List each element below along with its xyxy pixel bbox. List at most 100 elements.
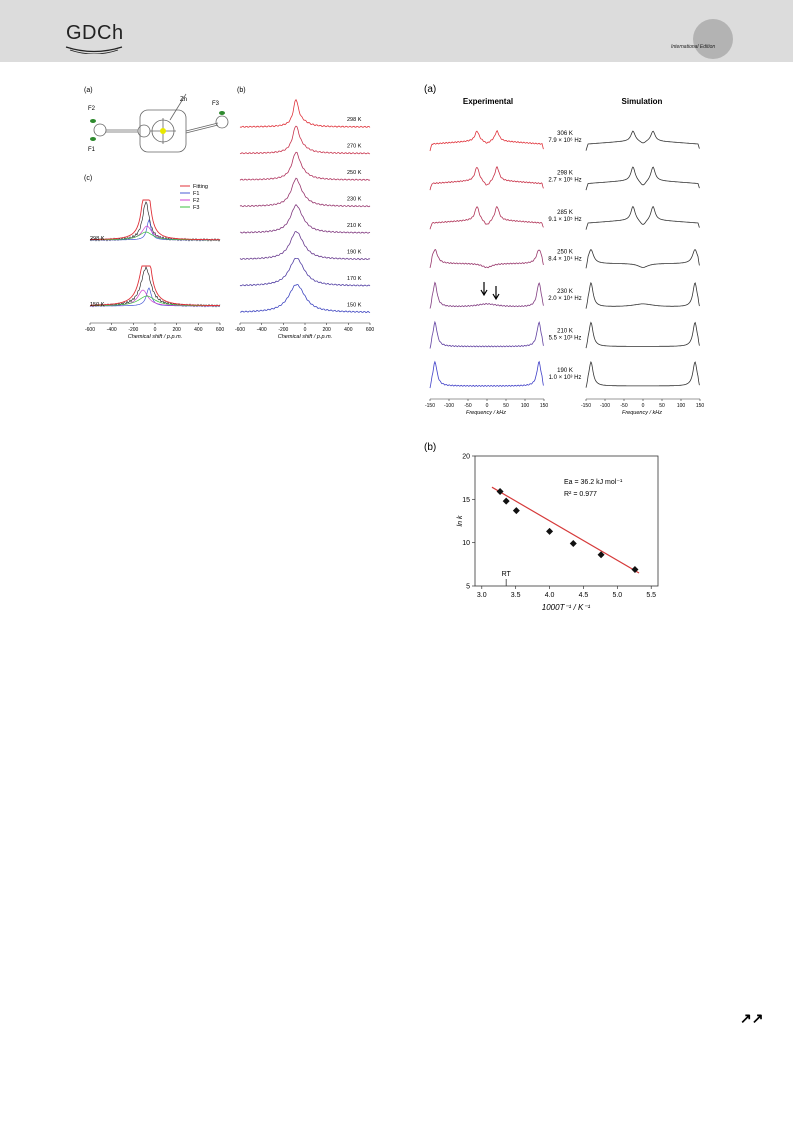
x-tick-label: -200 xyxy=(128,327,138,333)
component-trace xyxy=(90,218,220,241)
atom-label-f2: F2 xyxy=(88,106,96,112)
data-point xyxy=(512,507,520,515)
panel-c-x-axis: -600 -400 -200 0 200 400 600 xyxy=(85,322,224,333)
x-tick-label: 100 xyxy=(677,403,686,409)
panel-b-plot: 298 K 270 K 250 K 230 K 210 K 190 K 170 K 150 K xyxy=(239,98,371,314)
spectrum-trace xyxy=(239,203,371,234)
experimental-spectrum xyxy=(429,206,544,230)
panel-a-right-label: (a) xyxy=(424,84,436,95)
x-tick-label: 0 xyxy=(486,403,489,409)
row-exchange-rate: 5.5 × 10³ Hz xyxy=(549,336,582,342)
data-point xyxy=(546,527,554,535)
x-tick-label: -50 xyxy=(464,403,471,409)
spectrum-trace xyxy=(239,151,371,181)
row-temperature: 230 K xyxy=(557,289,573,295)
y-axis-label: ln k xyxy=(457,515,464,526)
legend-fitting: Fitting xyxy=(193,184,208,190)
fit-line xyxy=(491,486,640,574)
x-tick-label: 200 xyxy=(172,327,181,333)
page-header: GDCh International Edition xyxy=(0,0,793,62)
temperature-label: 250 K xyxy=(347,170,362,176)
x-tick-label: 0 xyxy=(304,327,307,333)
x-tick-label: -400 xyxy=(107,327,117,333)
next-page-arrows-icon[interactable]: ↗↗ xyxy=(740,1010,764,1026)
row-exchange-rate: 8.4 × 10⁴ Hz xyxy=(548,256,581,263)
fluorine-f1-icon xyxy=(90,137,96,141)
exp-x-label: Frequency / kHz xyxy=(466,410,506,416)
row-temperature: 306 K xyxy=(557,131,573,137)
temperature-label: 170 K xyxy=(347,276,362,282)
row-exchange-rate: 1.0 × 10³ Hz xyxy=(549,375,582,381)
temperature-label: 230 K xyxy=(347,197,362,203)
x-axis-label: 1000T⁻¹ / K⁻¹ xyxy=(542,603,591,612)
simulated-spectrum xyxy=(585,205,700,230)
plot-frame xyxy=(474,455,659,587)
column-experimental: Experimental xyxy=(463,97,513,106)
column-simulation: Simulation xyxy=(622,97,663,106)
temperature-label: 270 K xyxy=(347,144,362,150)
spectrum-trace xyxy=(239,177,371,208)
spectrum-trace xyxy=(239,98,371,128)
simulated-spectrum xyxy=(585,360,700,388)
panel-b-label: (b) xyxy=(237,87,246,94)
spectrum-trace xyxy=(239,257,371,287)
row-exchange-rate: 9.1 × 10⁵ Hz xyxy=(548,216,581,223)
fluorine-f2-icon xyxy=(90,119,96,123)
panel-c-temp-298: 298 K xyxy=(90,236,105,242)
experimental-spectrum xyxy=(429,166,544,191)
y-tick-label: 5 xyxy=(466,584,470,591)
x-tick-label: -50 xyxy=(620,403,627,409)
data-point xyxy=(569,540,577,548)
gdch-logo: GDCh xyxy=(66,22,124,44)
temperature-label: 190 K xyxy=(347,250,362,256)
y-tick-label: 20 xyxy=(462,454,470,461)
arrhenius-axes: 3.0 3.5 4.0 4.5 5.0 5.5 5 10 15 20 xyxy=(462,454,656,600)
x-tick-label: 4.5 xyxy=(579,592,589,599)
rt-label: RT xyxy=(502,571,512,578)
simulated-spectrum xyxy=(585,281,700,309)
x-tick-label: 4.0 xyxy=(545,592,555,599)
zinc-atom-icon xyxy=(160,128,166,134)
panel-b-right-label: (b) xyxy=(424,442,436,453)
x-tick-label: -600 xyxy=(85,327,95,333)
panel-c-label: (c) xyxy=(84,175,92,182)
spectrum-trace xyxy=(240,284,371,314)
experimental-spectrum xyxy=(429,249,544,269)
x-tick-label: 5.0 xyxy=(612,592,622,599)
row-exchange-rate: 7.9 × 10⁶ Hz xyxy=(548,137,581,144)
row-temperature: 285 K xyxy=(557,210,573,216)
atom-label-zn: Zn xyxy=(180,97,187,103)
arrhenius-points xyxy=(496,488,639,574)
row-temperature: 250 K xyxy=(557,250,573,256)
exchange-spectra: 306 K7.9 × 10⁶ Hz 298 K2.7 × 10⁶ Hz 285 K9… xyxy=(429,130,700,389)
simulated-spectrum xyxy=(585,249,700,269)
x-tick-label: -150 xyxy=(425,403,435,409)
experimental-spectrum xyxy=(429,320,544,349)
legend-f1: F1 xyxy=(193,191,199,197)
component-trace xyxy=(90,289,220,307)
temperature-label: 210 K xyxy=(347,223,362,229)
spectrum-trace xyxy=(239,125,371,155)
activation-energy-annotation: Ea = 36.2 kJ mol⁻¹ xyxy=(564,479,623,486)
x-tick-label: -600 xyxy=(235,327,245,333)
x-tick-label: 600 xyxy=(366,327,375,333)
down-arrow-icon xyxy=(492,286,500,301)
atom-label-f1: F1 xyxy=(88,147,96,153)
left-figure: (a) F2 F1 Zn F3 (c) Fitting F1 F2 F3 298… xyxy=(84,87,375,340)
x-tick-label: 400 xyxy=(344,327,353,333)
right-a-x-axis: -150 -100 -50 0 50 100 150 -150 -100 -50 0 50 100 150 xyxy=(425,398,704,409)
simulated-spectrum xyxy=(585,166,700,191)
y-tick-label: 10 xyxy=(462,540,470,547)
experimental-spectrum xyxy=(429,281,544,309)
panel-b-x-label: Chemical shift / p.p.m. xyxy=(278,334,332,340)
x-tick-label: 200 xyxy=(322,327,331,333)
row-temperature: 298 K xyxy=(557,171,573,177)
experimental-spectrum xyxy=(429,130,544,152)
edition-badge xyxy=(693,19,733,59)
fitting-trace xyxy=(90,265,220,307)
panel-c-x-label: Chemical shift / p.p.m. xyxy=(128,334,182,340)
legend-f3: F3 xyxy=(193,205,199,211)
right-figure-b: (b) 3.0 3.5 4.0 4.5 5.0 5.5 5 10 15 20 ln k 1000T… xyxy=(424,442,659,612)
r-squared-annotation: R² = 0.977 xyxy=(564,491,597,498)
logo-swoosh xyxy=(65,46,123,54)
